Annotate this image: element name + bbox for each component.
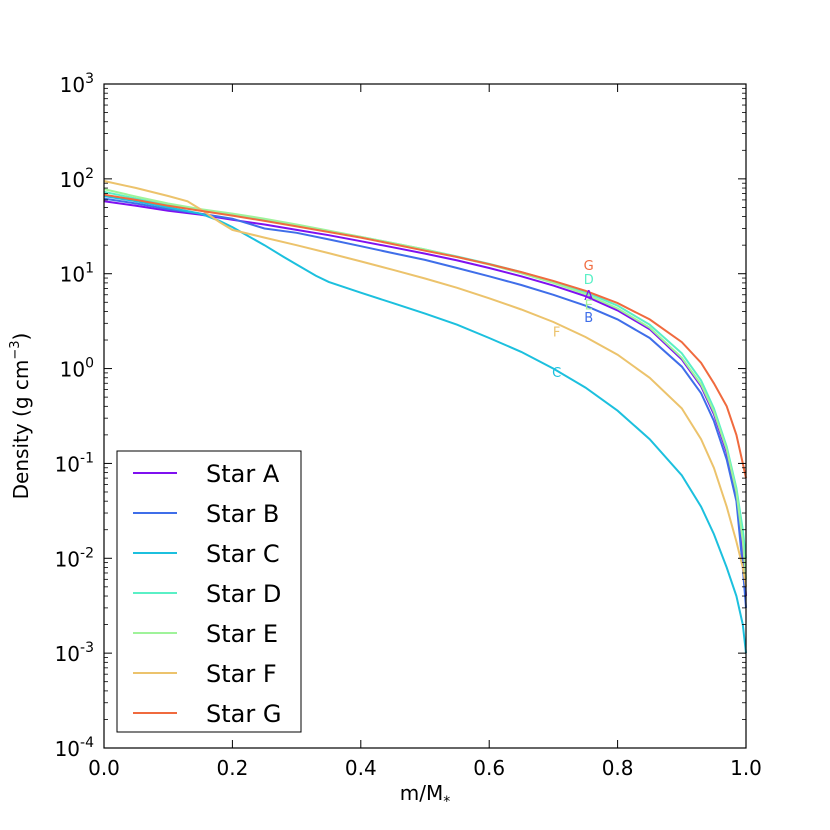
- legend-box: [116, 450, 302, 733]
- y-tick-label: 103: [60, 71, 94, 97]
- series-label-b: B: [584, 311, 593, 326]
- x-axis-label-subscript: *: [443, 794, 450, 810]
- series-line-b: [103, 197, 747, 608]
- y-tick-label: 10-4: [55, 735, 95, 761]
- tick-layer: 0.0 0.2 0.4 0.6 0.8 1.0 10-4 10-3 10-2 10-1 100 101…: [55, 71, 762, 780]
- series-line-c: [103, 195, 747, 654]
- series-label-a: A: [584, 289, 593, 304]
- y-tick-label: 102: [60, 166, 94, 192]
- legend-label-a: Star A: [206, 460, 280, 488]
- series-label-layer: AB C DE F G: [552, 259, 594, 381]
- legend-label-d: Star D: [206, 580, 281, 608]
- x-tick-label: 1.0: [730, 756, 762, 780]
- legend-label-g: Star G: [206, 700, 281, 728]
- x-tick-label: 0.8: [602, 756, 634, 780]
- series-label-f: F: [553, 326, 560, 341]
- series-label-d: D: [584, 273, 594, 288]
- x-tick-label: 0.4: [345, 756, 377, 780]
- series-line-g: [103, 193, 747, 479]
- x-tick-label: 0.6: [473, 756, 505, 780]
- y-tick-label: 10-2: [55, 545, 94, 571]
- y-axis-label: Density (g cm−3): [8, 333, 33, 500]
- legend-label-c: Star C: [206, 540, 280, 568]
- y-axis-label-superscript: −3: [8, 340, 23, 359]
- y-tick-label: 101: [60, 261, 94, 287]
- series-label-c: C: [552, 366, 561, 381]
- legend-label-f: Star F: [206, 660, 277, 688]
- series-label-e: E: [585, 299, 593, 314]
- legend: Star A Star B Star C Star D Star E Star F Star…: [116, 450, 302, 733]
- x-axis-label: m/M*: [400, 781, 450, 810]
- legend-label-b: Star B: [206, 500, 279, 528]
- plot-frame: [103, 83, 747, 749]
- series-label-g: G: [584, 259, 594, 274]
- x-tick-label: 0.0: [88, 756, 120, 780]
- legend-label-e: Star E: [206, 620, 278, 648]
- y-tick-label: 100: [60, 356, 94, 382]
- y-tick-label: 10-3: [55, 640, 94, 666]
- x-tick-label: 0.2: [216, 756, 248, 780]
- curve-layer: [103, 180, 747, 654]
- y-tick-label: 10-1: [55, 450, 94, 476]
- series-line-f: [103, 180, 747, 587]
